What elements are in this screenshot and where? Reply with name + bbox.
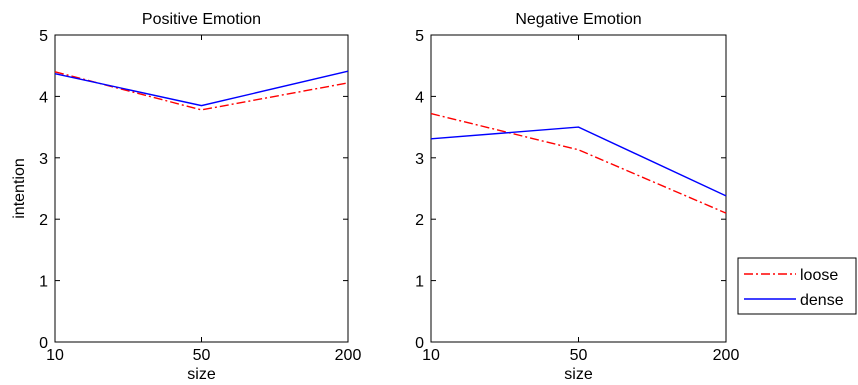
x-tick-label: 10 — [46, 347, 64, 364]
x-tick-label: 50 — [193, 347, 211, 364]
series-line-dense — [54, 70, 349, 107]
legend-label-dense: dense — [800, 292, 844, 309]
legend: loose dense — [737, 257, 857, 315]
chart-title: Positive Emotion — [142, 11, 261, 28]
plot-frame — [430, 34, 727, 343]
y-tick-label: 2 — [39, 212, 48, 229]
y-tick-label: 0 — [415, 335, 424, 352]
y-tick-label: 4 — [415, 89, 424, 106]
y-tick-label: 3 — [415, 151, 424, 168]
y-tick-label: 0 — [39, 335, 48, 352]
y-axis-label: intention — [11, 158, 28, 219]
x-tick-label: 50 — [570, 347, 588, 364]
y-tick-label: 1 — [415, 274, 424, 291]
chart-title: Negative Emotion — [515, 11, 641, 28]
series-line-loose — [54, 71, 349, 111]
legend-box — [737, 257, 857, 315]
x-axis-label: size — [564, 366, 593, 383]
x-axis-label: size — [187, 366, 216, 383]
y-tick-label: 5 — [415, 28, 424, 45]
x-tick-label: 10 — [422, 347, 440, 364]
y-tick-label: 5 — [39, 28, 48, 45]
x-tick-label: 200 — [335, 347, 362, 364]
y-tick-label: 3 — [39, 151, 48, 168]
x-tick-label: 200 — [713, 347, 740, 364]
chart-positive-emotion: 0 1 2 3 4 5 10 50 200 Positive Emotion size intenti… — [11, 11, 361, 383]
chart-negative-emotion: 0 1 2 3 4 5 10 50 200 Negative Emotion size — [415, 11, 739, 383]
plot-frame — [54, 34, 349, 343]
legend-label-loose: loose — [800, 267, 838, 284]
series-line-dense — [430, 126, 727, 197]
series-line-loose — [430, 112, 727, 214]
y-tick-label: 1 — [39, 274, 48, 291]
y-tick-label: 2 — [415, 212, 424, 229]
y-tick-label: 4 — [39, 89, 48, 106]
